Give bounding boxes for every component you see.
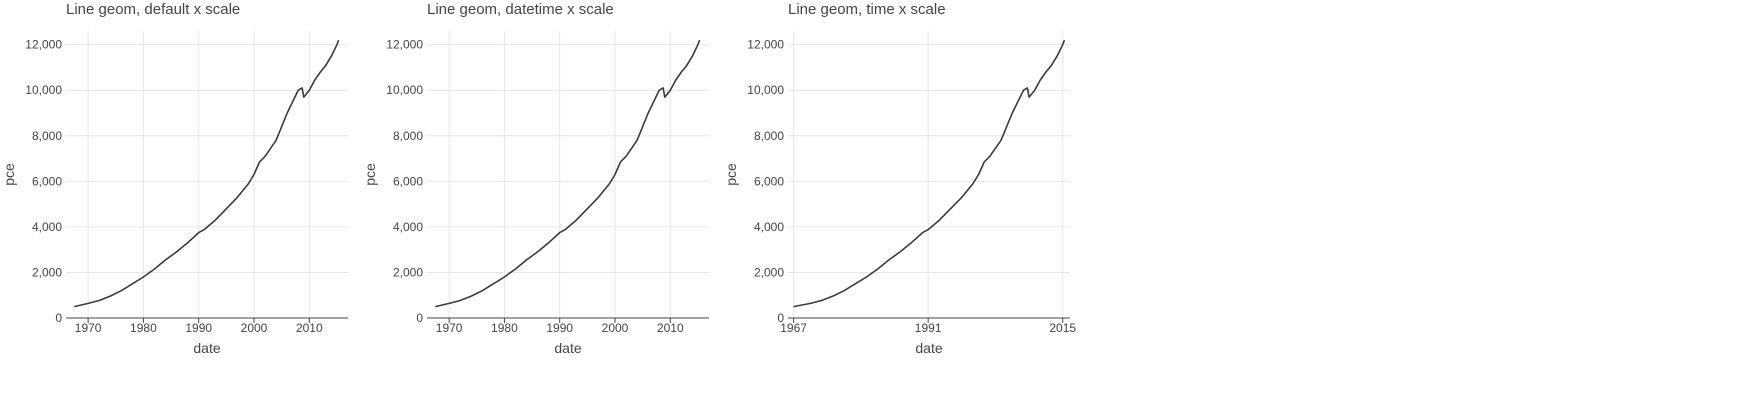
x-tick-label: 2000 bbox=[602, 321, 629, 335]
y-tick-label: 2,000 bbox=[393, 265, 423, 279]
y-tick-label: 0 bbox=[777, 311, 784, 325]
chart-svg-3: Line geom, time x scale 0 2,000 4,000 6,000 8… bbox=[723, 1, 1076, 356]
y-tick-label: 2,000 bbox=[754, 265, 784, 279]
x-tick-label: 1980 bbox=[130, 321, 157, 335]
y-tick-label: 2,000 bbox=[32, 265, 62, 279]
chart-title: Line geom, time x scale bbox=[788, 1, 946, 18]
y-tick-label: 10,000 bbox=[386, 83, 423, 97]
y-tick-label: 4,000 bbox=[32, 220, 62, 234]
chart-svg-2: Line geom, datetime x scale 0 2,000 4,000 6,… bbox=[362, 1, 709, 356]
y-tick-label: 8,000 bbox=[754, 129, 784, 143]
series-line-1 bbox=[435, 39, 701, 308]
x-axis-title: date bbox=[915, 340, 942, 356]
y-tick-label: 10,000 bbox=[25, 83, 62, 97]
chart-panel-3: Line geom, time x scale 0 2,000 4,000 6,000 8… bbox=[722, 0, 1122, 400]
y-tick-label: 12,000 bbox=[386, 38, 423, 52]
y-tick-label: 4,000 bbox=[393, 220, 423, 234]
x-axis-title: date bbox=[554, 340, 581, 356]
x-tick-label: 2015 bbox=[1049, 321, 1076, 335]
chart-title: Line geom, default x scale bbox=[66, 1, 240, 18]
y-axis-title: pce bbox=[1, 163, 17, 186]
y-axis-title: pce bbox=[723, 163, 739, 186]
y-tick-label: 10,000 bbox=[747, 83, 784, 97]
x-tick-label: 2010 bbox=[657, 321, 684, 335]
x-axis-title: date bbox=[193, 340, 220, 356]
y-tick-label: 6,000 bbox=[754, 174, 784, 188]
chart-panel-1: Line geom, default x scale 0 2,000 4,000 6,0… bbox=[0, 0, 400, 400]
x-tick-label: 1990 bbox=[546, 321, 573, 335]
x-tick-label: 1970 bbox=[436, 321, 463, 335]
series-line-1 bbox=[74, 39, 340, 308]
y-axis-title: pce bbox=[362, 163, 378, 186]
x-tick-label: 1990 bbox=[185, 321, 212, 335]
y-tick-label: 4,000 bbox=[754, 220, 784, 234]
y-tick-label: 8,000 bbox=[393, 129, 423, 143]
y-tick-label: 8,000 bbox=[32, 129, 62, 143]
series-line-1 bbox=[793, 39, 1066, 308]
x-tick-label: 1967 bbox=[780, 321, 807, 335]
y-tick-label: 6,000 bbox=[32, 174, 62, 188]
x-tick-label: 2000 bbox=[241, 321, 268, 335]
y-tick-label: 12,000 bbox=[25, 38, 62, 52]
chart-panel-2: Line geom, datetime x scale 0 2,000 4,000 6,… bbox=[361, 0, 761, 400]
chart-title: Line geom, datetime x scale bbox=[427, 1, 614, 18]
x-tick-label: 1970 bbox=[75, 321, 102, 335]
y-tick-label: 12,000 bbox=[747, 38, 784, 52]
chart-svg-1: Line geom, default x scale 0 2,000 4,000 6,0… bbox=[1, 1, 348, 356]
x-tick-label: 1991 bbox=[915, 321, 942, 335]
y-tick-label: 6,000 bbox=[393, 174, 423, 188]
y-tick-label: 0 bbox=[55, 311, 62, 325]
x-tick-label: 1980 bbox=[491, 321, 518, 335]
y-tick-label: 0 bbox=[416, 311, 423, 325]
x-tick-label: 2010 bbox=[296, 321, 323, 335]
